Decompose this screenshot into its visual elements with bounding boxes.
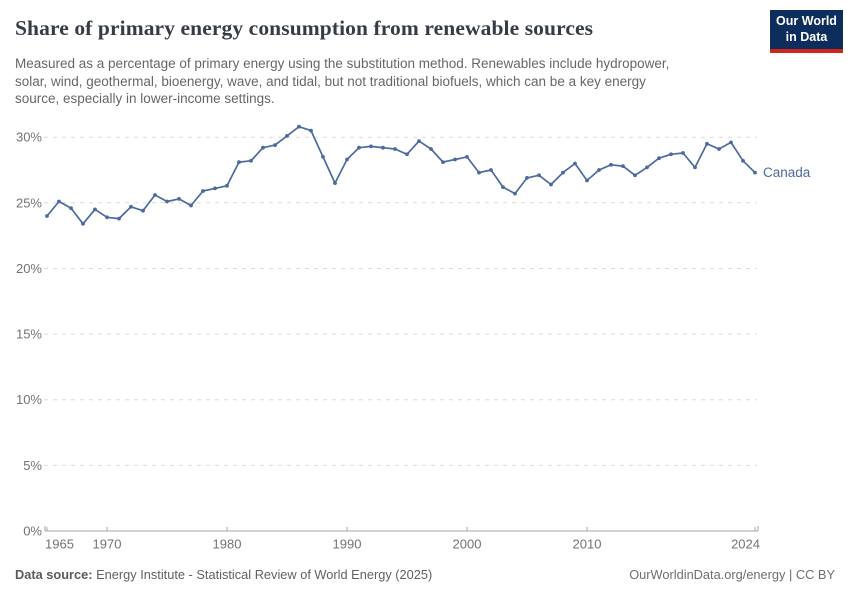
data-point xyxy=(273,143,277,147)
x-axis-tick-label: 1970 xyxy=(93,537,122,552)
data-point xyxy=(549,182,553,187)
data-point xyxy=(441,160,445,164)
y-axis-tick-label: 10% xyxy=(16,392,42,407)
data-point xyxy=(189,203,193,208)
data-point xyxy=(321,155,325,159)
data-point xyxy=(357,145,361,150)
data-point xyxy=(177,197,181,201)
y-axis-tick-label: 30% xyxy=(16,130,42,145)
chart-subtitle: Measured as a percentage of primary ener… xyxy=(15,55,755,108)
data-point xyxy=(237,160,241,164)
data-point xyxy=(261,145,265,150)
data-source-note: Data source: Energy Institute - Statisti… xyxy=(15,567,432,582)
data-point xyxy=(153,193,157,197)
data-point xyxy=(753,170,757,175)
data-point xyxy=(165,199,169,204)
data-point xyxy=(381,145,385,150)
data-point xyxy=(573,161,577,166)
data-point xyxy=(705,141,709,146)
owid-logo-redbar xyxy=(770,49,843,53)
data-point xyxy=(453,157,457,162)
owid-logo-line2: in Data xyxy=(785,30,828,44)
y-axis-tick-label: 20% xyxy=(16,261,42,276)
data-point xyxy=(585,178,589,183)
data-point xyxy=(669,152,673,157)
subtitle-line: Measured as a percentage of primary ener… xyxy=(15,56,670,71)
data-point xyxy=(69,206,73,210)
x-axis-tick-label: 1980 xyxy=(213,537,242,552)
data-point xyxy=(141,208,145,213)
data-point xyxy=(657,156,661,161)
data-point xyxy=(465,155,469,159)
canada-series-line xyxy=(46,125,756,225)
chart-footer: Data source: Energy Institute - Statisti… xyxy=(15,567,835,582)
data-point xyxy=(537,173,541,178)
data-point xyxy=(609,162,613,167)
data-point xyxy=(249,158,253,163)
data-point xyxy=(489,168,493,172)
data-point xyxy=(477,170,481,175)
owid-logo: Our World in Data xyxy=(770,10,843,53)
owid-logo-line1: Our World xyxy=(776,14,837,28)
data-point xyxy=(621,164,625,168)
data-point xyxy=(297,124,301,129)
data-point xyxy=(225,183,229,188)
data-point xyxy=(369,144,373,149)
data-point xyxy=(693,165,697,170)
data-point xyxy=(345,157,349,162)
data-point xyxy=(309,128,313,133)
data-point xyxy=(93,207,97,212)
subtitle-line: solar, wind, geothermal, bioenergy, wave… xyxy=(15,73,646,89)
subtitle-line: source, especially in lower-income setti… xyxy=(15,91,275,106)
license-link[interactable]: OurWorldinData.org/energy | CC BY xyxy=(629,567,835,582)
data-point xyxy=(561,170,565,175)
data-point xyxy=(633,173,637,178)
y-axis-tick-label: 0% xyxy=(23,524,42,539)
owid-logo-text: Our World in Data xyxy=(770,10,843,49)
series-label-canada[interactable]: Canada xyxy=(763,165,811,180)
x-axis-tick-label: 1990 xyxy=(333,537,362,552)
data-point xyxy=(717,147,721,151)
x-axis-tick-label: 2010 xyxy=(573,537,602,552)
data-point xyxy=(741,158,745,163)
data-point xyxy=(45,214,49,218)
data-point xyxy=(81,221,85,226)
y-axis-tick-label: 25% xyxy=(16,195,42,210)
page-title: Share of primary energy consumption from… xyxy=(15,16,594,40)
data-point xyxy=(201,189,205,193)
line-chart: 0% 5% 10% 15% 20% 25% 30% 1965 1970 1980 1990 2000 2… xyxy=(16,124,811,552)
data-source-text: Energy Institute - Statistical Review of… xyxy=(92,567,433,582)
x-axis-tick-label: 2024 xyxy=(731,537,760,552)
data-point xyxy=(285,134,289,138)
data-point xyxy=(597,168,601,172)
data-point xyxy=(57,199,61,204)
y-axis-tick-label: 5% xyxy=(23,458,42,473)
y-axis-tick-label: 15% xyxy=(16,327,42,342)
data-point xyxy=(117,216,121,221)
x-axis-tick-label: 1965 xyxy=(45,537,74,552)
data-point xyxy=(105,215,109,220)
data-point xyxy=(393,147,397,151)
data-point xyxy=(213,186,217,191)
data-point xyxy=(501,185,505,189)
data-point xyxy=(417,139,421,143)
data-point xyxy=(645,165,649,170)
data-point xyxy=(513,191,517,196)
data-point xyxy=(525,176,529,180)
data-point xyxy=(129,204,133,209)
data-point xyxy=(429,147,433,151)
data-source-label: Data source: xyxy=(15,567,93,582)
x-axis-tick-label: 2000 xyxy=(453,537,482,552)
data-point xyxy=(681,151,685,155)
data-point xyxy=(405,152,409,157)
data-point xyxy=(729,140,733,145)
data-point xyxy=(333,181,337,185)
